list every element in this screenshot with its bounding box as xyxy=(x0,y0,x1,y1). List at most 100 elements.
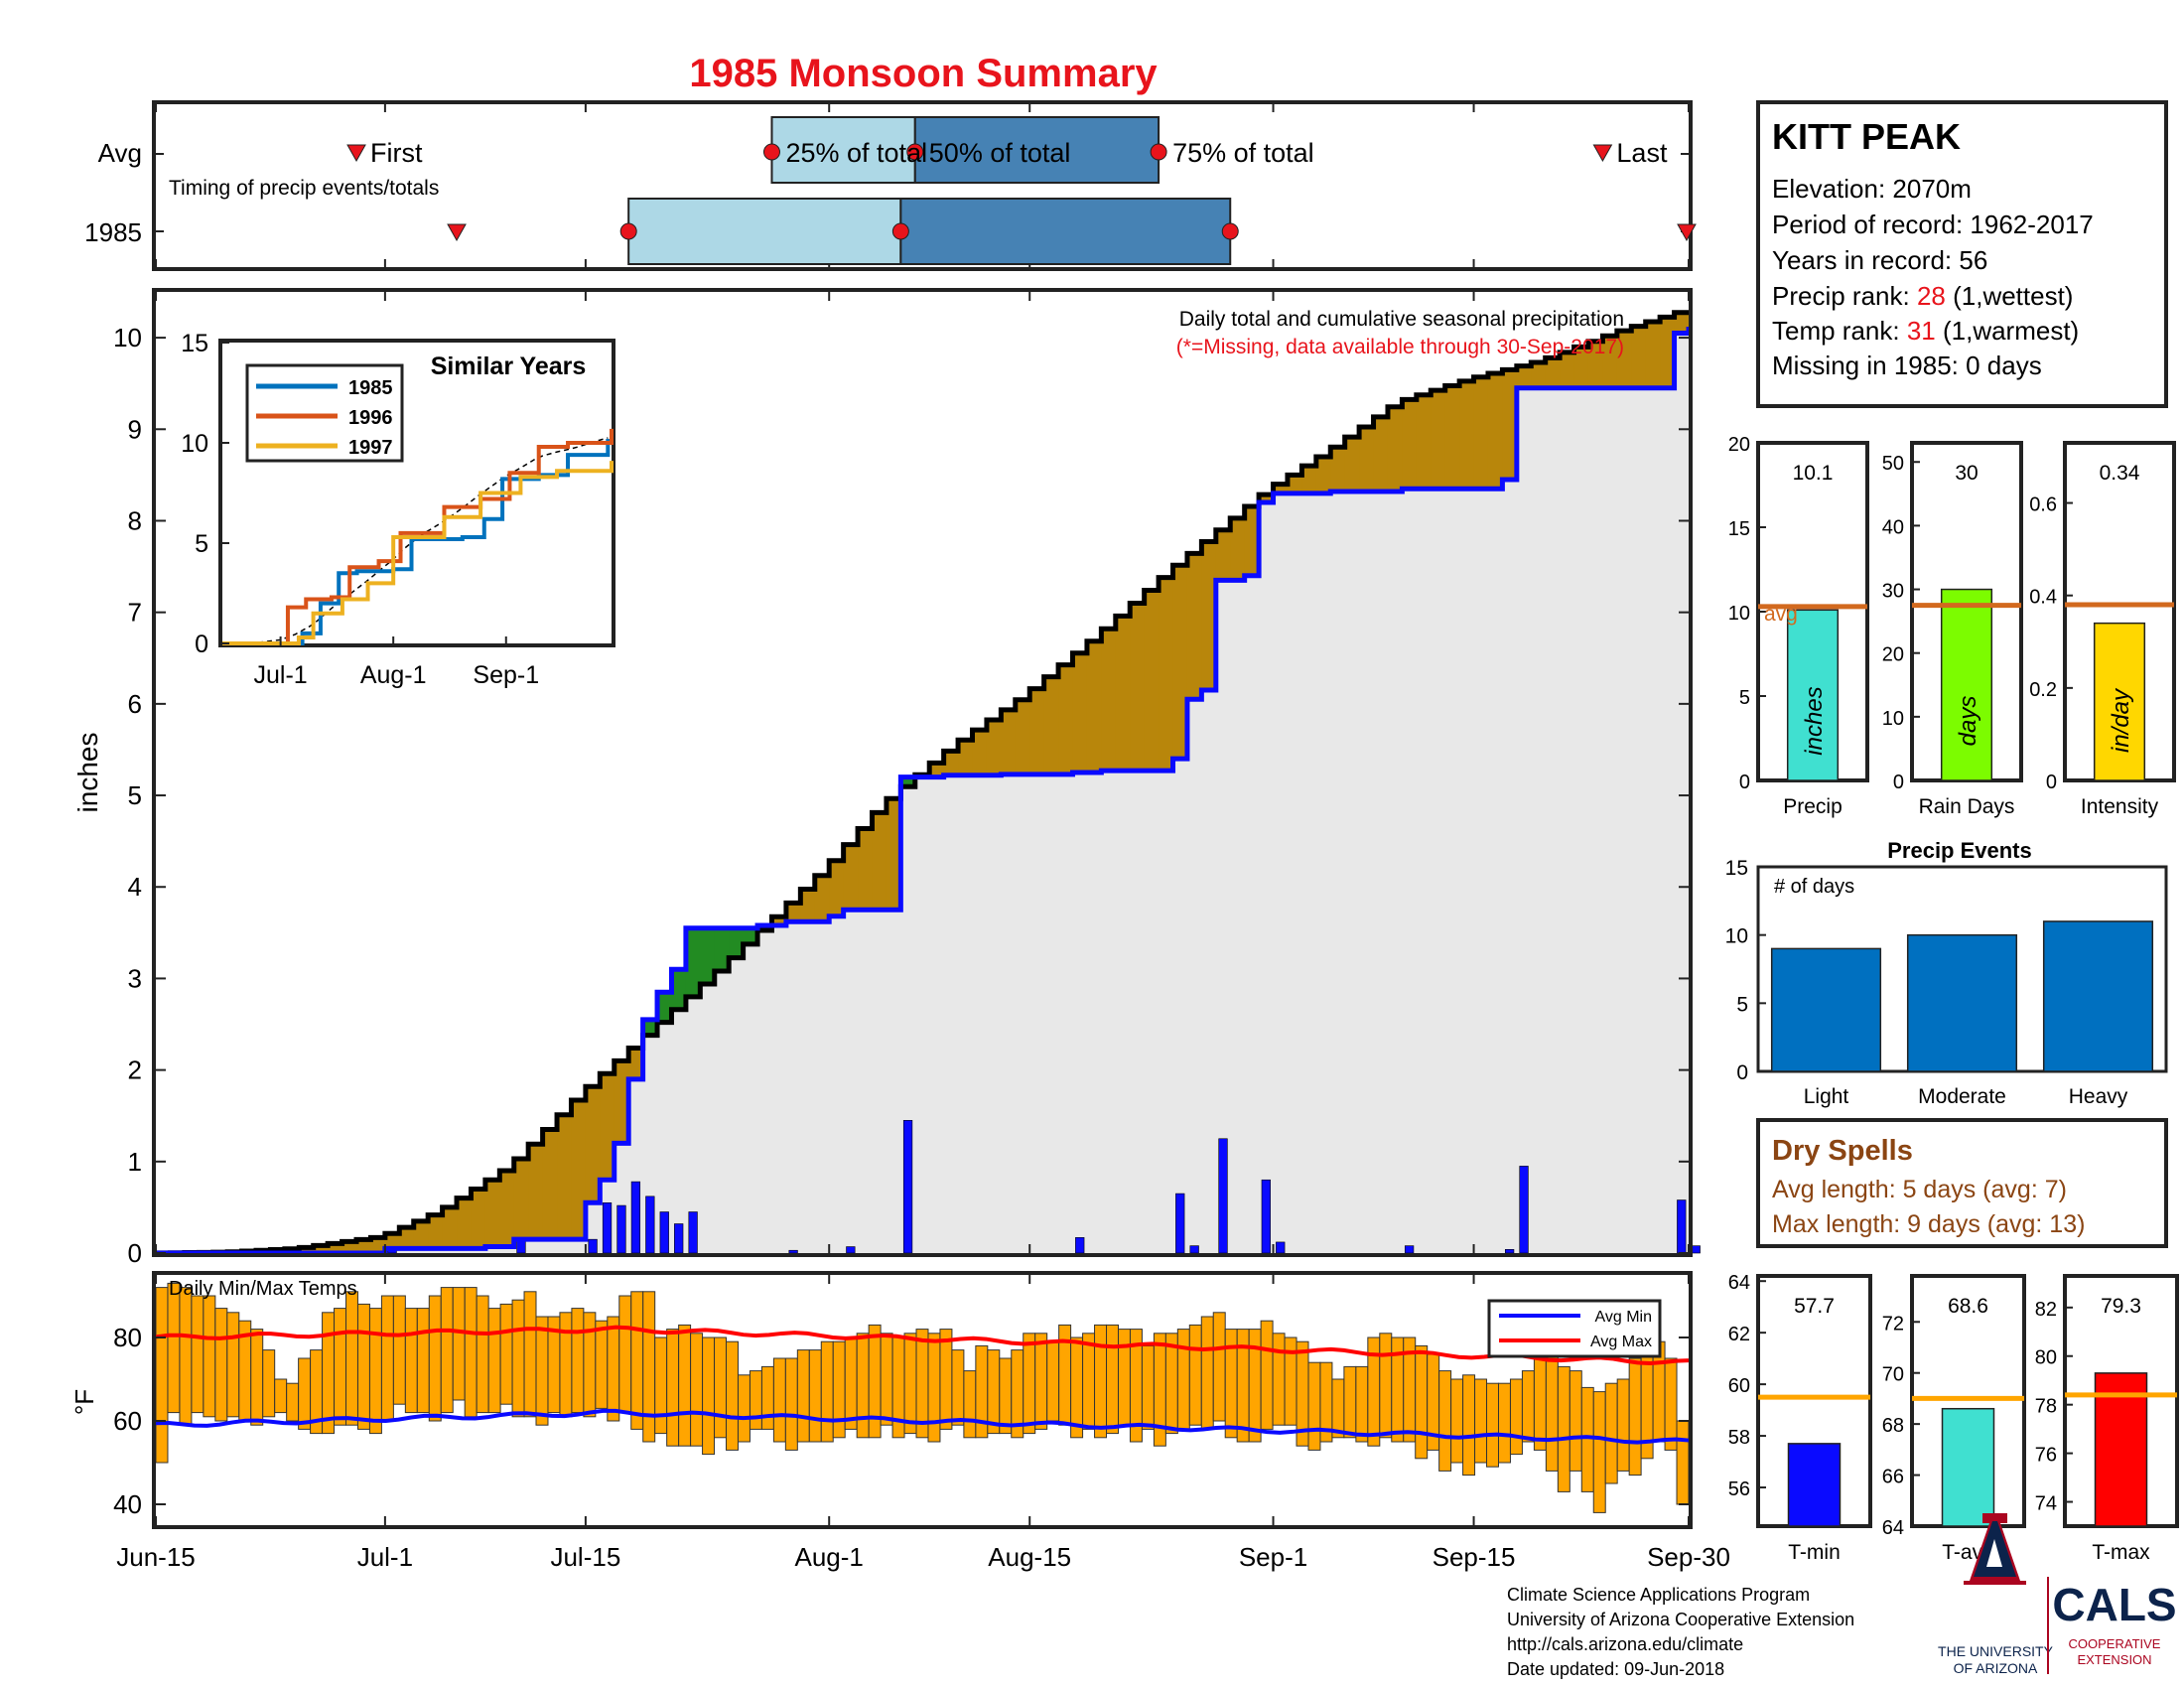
temp-range-bar xyxy=(607,1316,620,1422)
timing-dot-avg-2 xyxy=(1150,143,1167,161)
deficit-fill xyxy=(356,1239,372,1253)
date-tick-label-6: Sep-15 xyxy=(1433,1542,1516,1572)
temp-rank-note: (1,warmest) xyxy=(1936,316,2079,346)
legend-avg-min-label: Avg Min xyxy=(1594,1309,1652,1326)
summary-tavg-ytick-label-66: 66 xyxy=(1882,1467,1904,1488)
footer-line-2: University of Arizona Cooperative Extens… xyxy=(1507,1610,1854,1629)
events-sublabel: # of days xyxy=(1774,876,1854,898)
temp-range-bar xyxy=(1307,1361,1321,1451)
temp-range-bar xyxy=(1343,1365,1357,1439)
deficit-fill xyxy=(800,889,816,922)
summary-tmax-bar xyxy=(2094,1372,2148,1527)
deficit-fill xyxy=(1144,590,1160,772)
precip-ytick-label-1: 1 xyxy=(128,1147,142,1177)
dry-spells-title: Dry Spells xyxy=(1772,1135,1913,1167)
temp-range-bar xyxy=(1676,1420,1690,1505)
temp-range-bar xyxy=(1486,1382,1499,1468)
summary-tmin-value: 57.7 xyxy=(1794,1295,1835,1318)
coop-line-1: COOPERATIVE xyxy=(2069,1636,2161,1651)
temp-range-bar xyxy=(1260,1320,1274,1430)
events-ytick-label-10: 10 xyxy=(1725,925,1748,948)
temp-range-bar xyxy=(666,1329,680,1447)
temp-range-bar xyxy=(760,1365,774,1430)
daily-precip-bar xyxy=(1677,1199,1687,1254)
temp-range-bar xyxy=(749,1370,762,1430)
temp-range-bar xyxy=(191,1295,205,1414)
timing-triangle-year-first xyxy=(447,223,467,242)
deficit-fill xyxy=(614,1060,629,1144)
timing-panel: Avg 1985 Timing of precip events/totals … xyxy=(84,100,1697,271)
dry-spells-max: Max length: 9 days (avg: 13) xyxy=(1772,1210,2085,1238)
temp-range-bar xyxy=(286,1382,300,1422)
deficit-fill xyxy=(428,1214,444,1249)
temp-range-bar xyxy=(368,1308,382,1435)
temp-range-bar xyxy=(1438,1370,1452,1472)
timing-caption: Timing of precip events/totals xyxy=(169,177,439,200)
summary-tmax-chart: 79.3 T-max 74 76 78 80 82 xyxy=(2035,1274,2179,1564)
timing-p50-label: 50% of total xyxy=(929,138,1071,168)
deficit-fill xyxy=(1201,541,1217,691)
summary-precip-chart: 10.1 inches Precip 0 5 10 15 20 avg xyxy=(1728,434,1869,818)
temp-range-bar xyxy=(511,1299,525,1418)
ua-line-1: THE UNIVERSITY xyxy=(1938,1643,2054,1659)
deficit-fill xyxy=(1244,505,1260,576)
deficit-fill xyxy=(1473,376,1489,490)
deficit-fill xyxy=(843,844,859,911)
deficit-fill xyxy=(929,763,945,777)
temp-range-bar xyxy=(844,1336,858,1430)
summary-tmin-ytick-label-60: 60 xyxy=(1728,1375,1750,1397)
deficit-fill xyxy=(771,916,787,925)
deficit-fill xyxy=(1545,357,1561,388)
summary-precip-ytick-label-5: 5 xyxy=(1739,687,1750,709)
summary-precip-avg-label: avg xyxy=(1764,603,1798,626)
deficit-fill xyxy=(1230,517,1246,581)
events-chart: # of days Light Moderate Heavy 0 5 10 15 xyxy=(1725,857,2168,1108)
temp-range-bar xyxy=(1034,1333,1048,1430)
summary-tavg-ytick-label-68: 68 xyxy=(1882,1415,1904,1437)
temp-range-bar xyxy=(571,1308,585,1414)
temp-range-bar xyxy=(927,1333,941,1443)
precip-ytick-label-6: 6 xyxy=(128,689,142,719)
precip-rank-label: Precip rank: xyxy=(1772,281,1917,311)
deficit-fill xyxy=(872,812,887,911)
summary-raindays-chart: 30 days Rain Days 0 10 20 30 40 50 xyxy=(1882,441,2023,818)
deficit-fill xyxy=(1431,390,1446,490)
temp-range-bar xyxy=(1604,1382,1618,1484)
temp-range-bar xyxy=(179,1287,193,1426)
temp-range-bar xyxy=(1117,1329,1131,1426)
temp-range-bar xyxy=(1082,1333,1096,1430)
precip-ytick-label-10: 10 xyxy=(113,323,142,352)
events-bar-moderate xyxy=(1906,933,2018,1072)
deficit-fill xyxy=(1172,565,1188,760)
deficit-fill xyxy=(542,1129,558,1240)
summary-tmin-ytick-label-58: 58 xyxy=(1728,1427,1750,1449)
summary-raindays-ytick-label-50: 50 xyxy=(1882,453,1904,475)
deficit-fill xyxy=(1287,475,1302,493)
inset-ytick-label-15: 15 xyxy=(181,330,208,357)
timing-dot-year-0 xyxy=(619,222,637,240)
inset-line-1997 xyxy=(222,461,614,645)
temp-range-bar xyxy=(345,1291,358,1426)
daily-precip-bar xyxy=(588,1238,598,1254)
precip-y-axis: 0 1 2 3 4 5 6 7 8 9 10 xyxy=(113,323,1691,1268)
temp-range-bar xyxy=(1355,1365,1369,1443)
precip-panel: 0 1 2 3 4 5 6 7 8 9 10 inches Daily total and cumu… xyxy=(72,288,1701,1268)
deficit-fill xyxy=(1159,577,1174,772)
station-precip-rank: Precip rank: 28 (1,wettest) xyxy=(1772,281,2073,311)
precip-rank-value: 28 xyxy=(1917,281,1946,311)
summary-tavg-ytick-label-70: 70 xyxy=(1882,1364,1904,1386)
deficit-fill xyxy=(1373,416,1389,492)
temp-ytick-label-60: 60 xyxy=(113,1406,142,1436)
surplus-fill xyxy=(729,927,745,958)
date-tick-label-1: Jul-1 xyxy=(357,1542,413,1572)
deficit-fill xyxy=(1616,331,1632,388)
summary-precip-unit: inches xyxy=(1801,686,1828,755)
footer-line-3: http://cals.arizona.edu/climate xyxy=(1507,1634,1743,1654)
daily-precip-bar xyxy=(645,1196,655,1254)
deficit-fill xyxy=(484,1180,500,1247)
daily-precip-bar xyxy=(616,1204,626,1254)
surplus-fill xyxy=(743,927,758,944)
summary-intensity-unit: in/day xyxy=(2108,687,2134,753)
daily-precip-bar xyxy=(902,1120,913,1254)
